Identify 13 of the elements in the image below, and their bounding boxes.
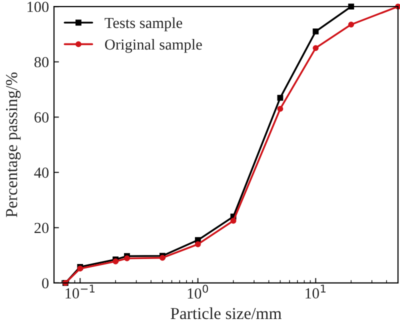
legend-label: Tests sample [104,17,182,32]
y-tick-label: 40 [34,168,49,178]
x-axis-title: Particle size/mm [170,307,282,320]
y-tick-label: 60 [34,112,49,123]
y-tick-label: 0 [42,278,49,288]
x-tick-label: 10$^{0}$ [188,284,208,299]
y-tick-label: 80 [34,56,49,68]
y-axis-title: Percentage passing/% [6,72,21,218]
x-tick-label: 10$^{−1}$ [66,284,95,298]
x-tick-label: 10$^{1}$ [306,284,326,298]
y-tick-label: 100 [28,2,49,12]
legend-label: Original sample [105,38,202,53]
y-tick-label: 20 [34,222,49,234]
